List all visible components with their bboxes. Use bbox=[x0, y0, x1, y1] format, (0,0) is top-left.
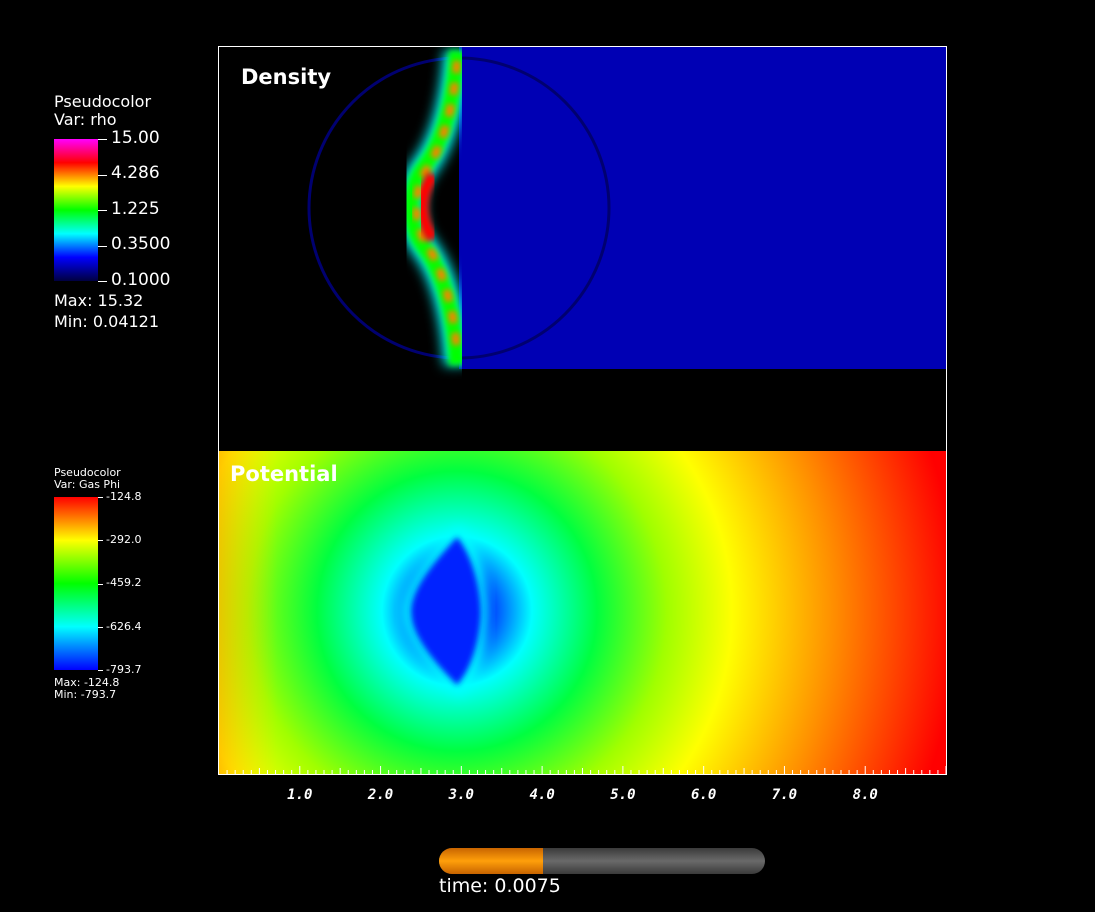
density-legend-var: Var: rho bbox=[54, 110, 117, 129]
potential-colorbar-tick-mark bbox=[98, 583, 103, 585]
x-axis-tick-label: 1.0 bbox=[287, 787, 313, 803]
x-axis-tick-label: 5.0 bbox=[610, 787, 636, 803]
density-colorbar-tick-mark bbox=[98, 210, 107, 211]
density-colorbar-tick-mark bbox=[98, 281, 107, 282]
potential-colorbar-tick-label: -626.4 bbox=[106, 619, 142, 633]
density-front-peak bbox=[416, 171, 439, 243]
time-progress-fill bbox=[439, 848, 544, 874]
plot-svg bbox=[219, 47, 946, 774]
density-colorbar-tick-label: 0.1000 bbox=[111, 269, 171, 290]
x-axis-tick-label: 3.0 bbox=[448, 787, 474, 803]
density-colorbar-tick-mark bbox=[98, 245, 107, 247]
potential-colorbar-tick-label: -793.7 bbox=[106, 662, 142, 676]
density-colorbar bbox=[54, 139, 98, 281]
x-axis-tick-label: 8.0 bbox=[852, 787, 878, 803]
density-max-label: Max: 15.32 bbox=[54, 291, 144, 310]
density-panel bbox=[219, 47, 946, 451]
x-axis-tick-label: 7.0 bbox=[771, 787, 798, 803]
x-axis-tick-label: 4.0 bbox=[529, 787, 555, 803]
potential-panel bbox=[219, 451, 946, 774]
potential-colorbar-tick-mark bbox=[98, 670, 103, 671]
potential-colorbar-tick-label: -292.0 bbox=[106, 533, 142, 547]
potential-legend-title: Pseudocolor bbox=[54, 466, 121, 479]
density-colorbar-tick-label: 4.286 bbox=[111, 163, 160, 184]
potential-colorbar-tick-label: -459.2 bbox=[106, 576, 142, 590]
density-colorbar-tick-label: 15.00 bbox=[111, 127, 160, 148]
x-axis-ticks bbox=[226, 766, 946, 774]
density-front-clumps bbox=[412, 60, 461, 354]
potential-colorbar-tick-mark bbox=[98, 497, 103, 498]
potential-colorbar bbox=[54, 497, 98, 670]
density-colorbar-tick-label: 1.225 bbox=[111, 198, 160, 219]
x-axis-tick-label: 6.0 bbox=[691, 787, 717, 803]
potential-min-label: Min: -793.7 bbox=[54, 688, 117, 701]
potential-colorbar-tick-label: -124.8 bbox=[106, 489, 142, 503]
potential-panel-label: Potential bbox=[230, 462, 338, 486]
density-colorbar-tick-label: 0.3500 bbox=[111, 234, 171, 255]
potential-max-label: Max: -124.8 bbox=[54, 676, 120, 689]
density-ambient-region bbox=[459, 47, 946, 369]
density-colorbar-tick-mark bbox=[98, 174, 107, 176]
density-min-label: Min: 0.04121 bbox=[54, 312, 160, 331]
density-colorbar-tick-mark bbox=[98, 139, 107, 140]
density-legend-title: Pseudocolor bbox=[54, 92, 152, 111]
potential-well-core bbox=[411, 537, 481, 685]
potential-legend-var: Var: Gas Phi bbox=[54, 478, 121, 491]
potential-colorbar-tick-mark bbox=[98, 626, 103, 628]
potential-colorbar-tick-mark bbox=[98, 540, 103, 542]
x-axis-tick-label: 2.0 bbox=[367, 787, 394, 803]
potential-left-edge bbox=[219, 451, 946, 774]
time-progress-bar bbox=[439, 848, 765, 874]
time-label: time: 0.0075 bbox=[439, 875, 561, 897]
density-panel-label: Density bbox=[241, 65, 332, 89]
